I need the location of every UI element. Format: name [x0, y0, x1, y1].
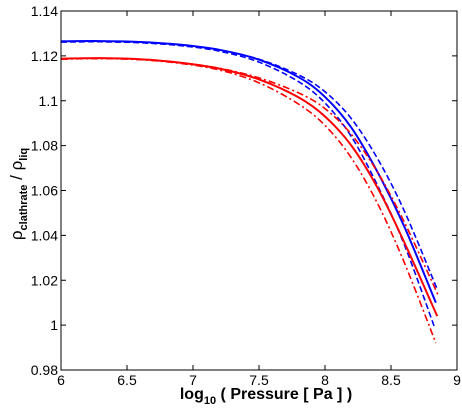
plot-lines [60, 40, 440, 344]
y-tick-label: 1 [50, 317, 58, 333]
y-tick-label: 1.1 [39, 93, 59, 109]
x-tick-label: 8.5 [381, 372, 401, 388]
series-line-3 [60, 40, 436, 328]
series-line-4 [60, 57, 439, 317]
x-axis-label: log10 ( Pressure [ Pa ] ) [180, 386, 352, 407]
x-tick-label: 6.5 [117, 372, 137, 388]
x-tick-label: 9 [453, 372, 461, 388]
y-tick-label: 1.14 [31, 3, 58, 19]
x-axis-ticks: 6 6.5 7 7.5 8 8.5 9 [57, 11, 461, 388]
y-tick-label: 0.98 [31, 362, 58, 378]
y-tick-label: 1.06 [31, 183, 58, 199]
x-tick-label: 8 [321, 372, 329, 388]
x-tick-label: 7 [189, 372, 197, 388]
y-tick-label: 1.02 [31, 272, 58, 288]
y-axis-ticks: 0.98 1 1.02 1.04 1.06 1.08 1.1 1.12 1.14 [31, 3, 457, 378]
y-tick-label: 1.08 [31, 138, 58, 154]
series-line-1 [60, 40, 437, 304]
y-tick-label: 1.12 [31, 48, 58, 64]
x-tick-label: 6 [57, 372, 65, 388]
y-axis-label: ρclathrate / ρliq [7, 148, 30, 240]
plot-frame [60, 10, 458, 371]
x-tick-label: 7.5 [249, 372, 269, 388]
series-line-6 [60, 57, 437, 344]
series-line-5 [60, 57, 440, 297]
y-tick-label: 1.04 [31, 227, 58, 243]
